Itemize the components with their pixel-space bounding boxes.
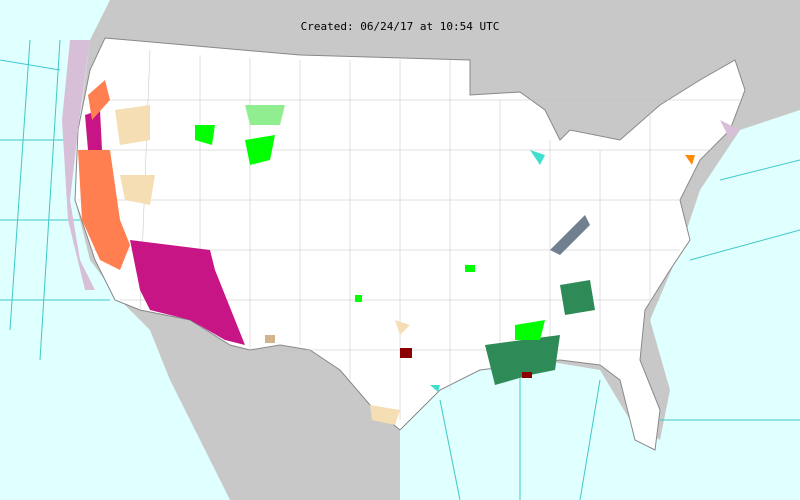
county-lines [78, 49, 740, 420]
gulf-atlantic-ocean [400, 110, 800, 500]
marine-zones [0, 39, 800, 500]
excessive-heat-warning-area[interactable] [85, 110, 245, 345]
heat-advisory-area[interactable] [78, 80, 130, 270]
orange-hazard-area[interactable] [685, 155, 695, 165]
gray-hazard-area[interactable] [550, 215, 590, 255]
us-land [74, 37, 746, 451]
light-tan-hazard-area[interactable] [115, 105, 410, 425]
pacific-ocean [0, 0, 230, 500]
light-green-hazard-area[interactable] [245, 105, 285, 125]
tan-hazard-area[interactable] [265, 335, 275, 343]
dark-green-hazard-area[interactable] [485, 280, 595, 385]
created-timestamp: Created: 06/24/17 at 10:54 UTC [300, 20, 500, 33]
